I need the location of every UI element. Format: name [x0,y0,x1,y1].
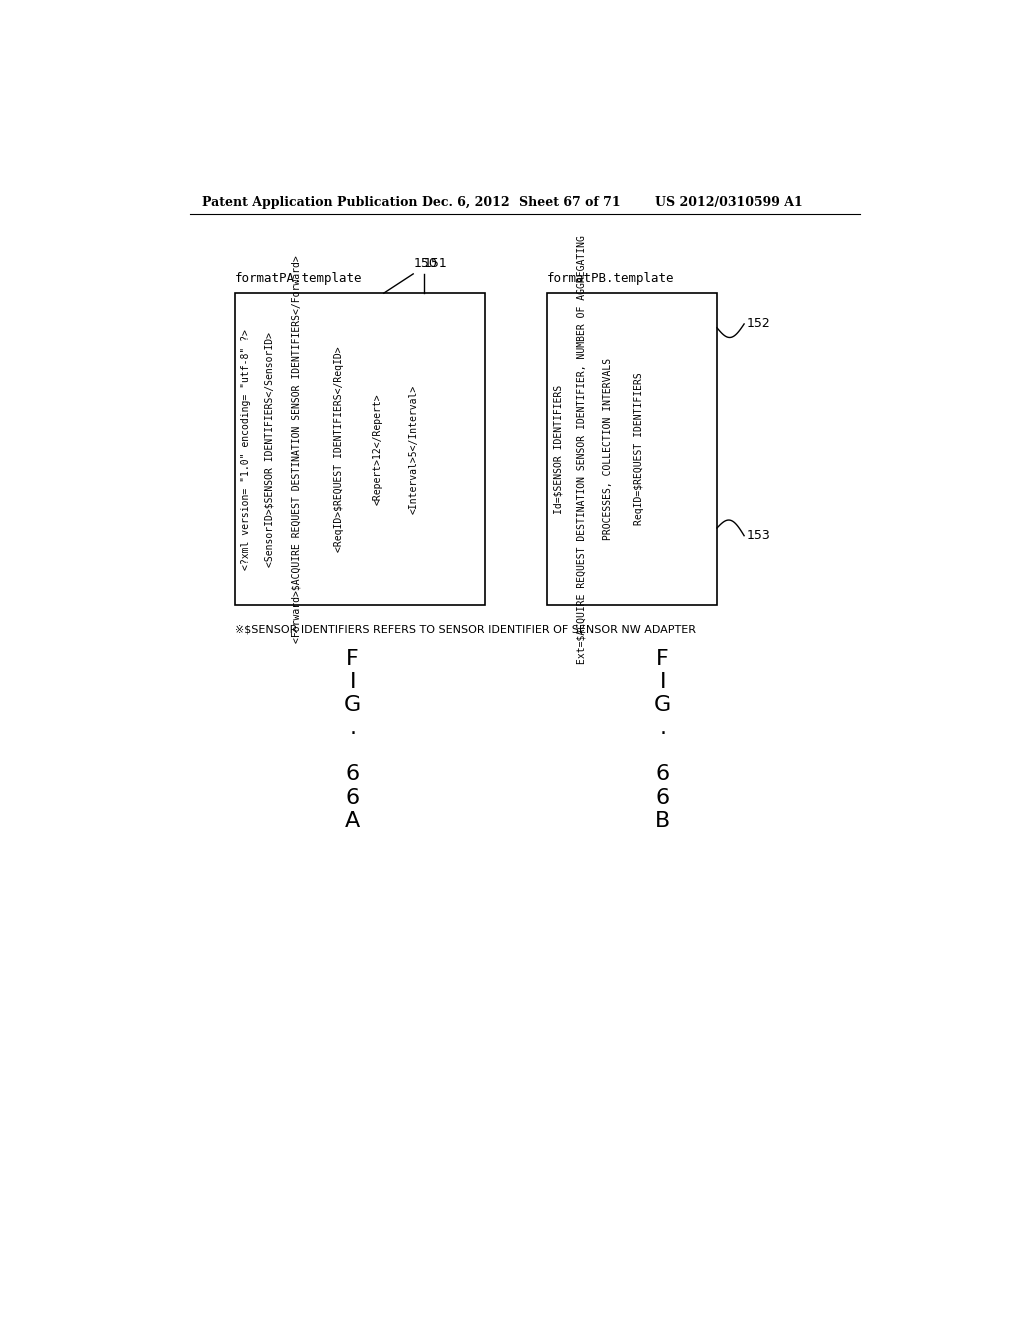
Text: .: . [659,718,667,738]
Text: Sheet 67 of 71: Sheet 67 of 71 [519,195,621,209]
Text: 6: 6 [346,788,359,808]
Text: F: F [656,649,669,669]
Text: Ext=$ACQUIRE REQUEST DESTINATION SENSOR IDENTIFIER, NUMBER OF AGGREGATING: Ext=$ACQUIRE REQUEST DESTINATION SENSOR … [577,235,587,664]
Text: I: I [349,672,356,692]
Text: Id=$SENSOR IDENTIFIERS: Id=$SENSOR IDENTIFIERS [553,384,563,513]
Text: <SensorID>$SENSOR IDENTIFIERS</SensorID>: <SensorID>$SENSOR IDENTIFIERS</SensorID> [265,331,274,566]
Text: <Repert>12</Repert>: <Repert>12</Repert> [373,393,383,504]
Text: <?xml version= "1.0" encoding= "utf-8" ?>: <?xml version= "1.0" encoding= "utf-8" ?… [241,329,251,569]
Text: 150: 150 [414,257,437,271]
Text: Dec. 6, 2012: Dec. 6, 2012 [423,195,510,209]
Text: B: B [655,810,671,830]
Text: <Interval>5</Interval>: <Interval>5</Interval> [409,384,418,513]
Text: 6: 6 [346,764,359,784]
Text: Patent Application Publication: Patent Application Publication [202,195,417,209]
Text: G: G [654,696,672,715]
Text: G: G [344,696,361,715]
Text: 6: 6 [655,788,670,808]
Bar [547,293,717,605]
Text: <ReqID>$REQUEST IDENTIFIERS</ReqID>: <ReqID>$REQUEST IDENTIFIERS</ReqID> [334,346,344,552]
Text: PROCESSES, COLLECTION INTERVALS: PROCESSES, COLLECTION INTERVALS [603,358,613,540]
Text: F: F [346,649,359,669]
Text: I: I [659,672,666,692]
Text: 153: 153 [746,529,770,543]
Text: 152: 152 [746,317,770,330]
Bar [234,293,484,605]
Text: A: A [345,810,360,830]
Text: .: . [349,718,356,738]
Text: 6: 6 [655,764,670,784]
Text: formatPB.template: formatPB.template [547,272,674,285]
Text: US 2012/0310599 A1: US 2012/0310599 A1 [655,195,803,209]
Text: 151: 151 [424,257,447,271]
Text: ※$SENSOR IDENTIFIERS REFERS TO SENSOR IDENTIFIER OF SENSOR NW ADAPTER: ※$SENSOR IDENTIFIERS REFERS TO SENSOR ID… [234,624,696,634]
Text: ReqID=$REQUEST IDENTIFIERS: ReqID=$REQUEST IDENTIFIERS [635,372,644,525]
Text: <Forward>$ACQUIRE REQUEST DESTINATION SENSOR IDENTIFIERS</Forward>: <Forward>$ACQUIRE REQUEST DESTINATION SE… [292,255,302,643]
Text: formatPA.template: formatPA.template [234,272,362,285]
